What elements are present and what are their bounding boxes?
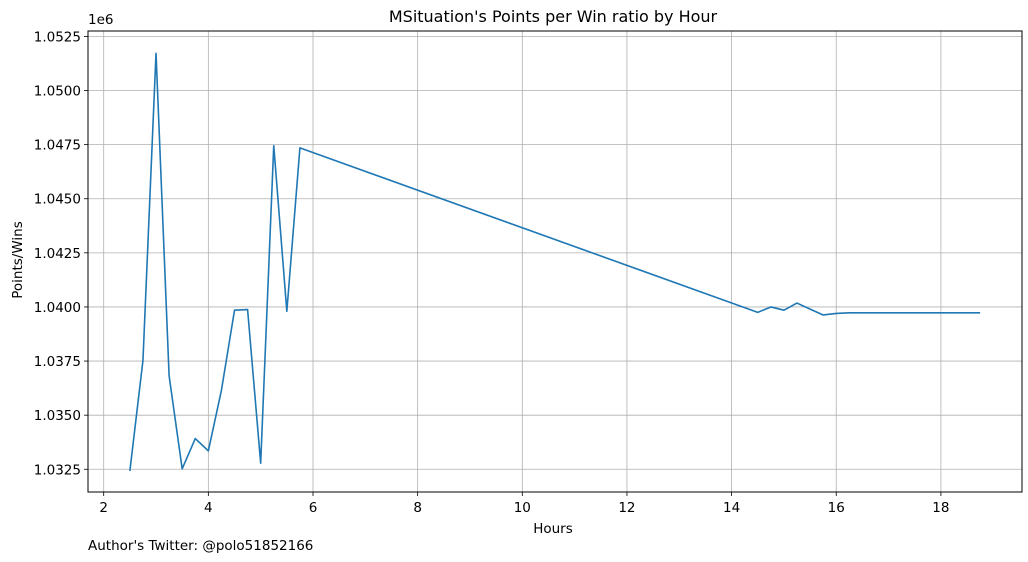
grid bbox=[88, 31, 1022, 492]
y-offset-label: 1e6 bbox=[88, 12, 113, 28]
author-twitter-footer: Author's Twitter: @polo51852166 bbox=[88, 538, 314, 554]
x-tick-label: 4 bbox=[204, 500, 213, 516]
x-tick-label: 10 bbox=[514, 500, 531, 516]
y-tick-label: 1.0450 bbox=[34, 192, 81, 208]
x-tick-label: 16 bbox=[828, 500, 845, 516]
x-tick-label: 18 bbox=[932, 500, 949, 516]
y-tick-label: 1.0400 bbox=[34, 300, 81, 316]
y-tick-label: 1.0475 bbox=[34, 138, 81, 154]
series-layer bbox=[129, 52, 981, 472]
x-tick-label: 12 bbox=[618, 500, 635, 516]
x-tick-label: 2 bbox=[99, 500, 108, 516]
chart-title: MSituation's Points per Win ratio by Hou… bbox=[389, 7, 718, 26]
y-tick-label: 1.0425 bbox=[34, 246, 81, 262]
series-line bbox=[129, 52, 981, 472]
y-tick-label: 1.0350 bbox=[34, 408, 81, 424]
y-axis: 1.0325 1.0350 1.0375 1.0400 1.0425 1.0450 1.04… bbox=[34, 29, 88, 478]
y-tick-label: 1.0325 bbox=[34, 462, 81, 478]
y-tick-label: 1.0500 bbox=[34, 84, 81, 100]
y-tick-label: 1.0375 bbox=[34, 354, 81, 370]
plot-frame bbox=[87, 30, 1023, 493]
y-axis-label: Points/Wins bbox=[10, 221, 26, 299]
y-tick-label: 1.0525 bbox=[34, 29, 81, 45]
x-tick-label: 6 bbox=[309, 500, 318, 516]
x-axis: 2 4 6 8 10 12 14 16 18 bbox=[99, 492, 949, 516]
x-tick-label: 14 bbox=[723, 500, 740, 516]
x-tick-label: 8 bbox=[413, 500, 422, 516]
x-axis-label: Hours bbox=[533, 521, 573, 537]
